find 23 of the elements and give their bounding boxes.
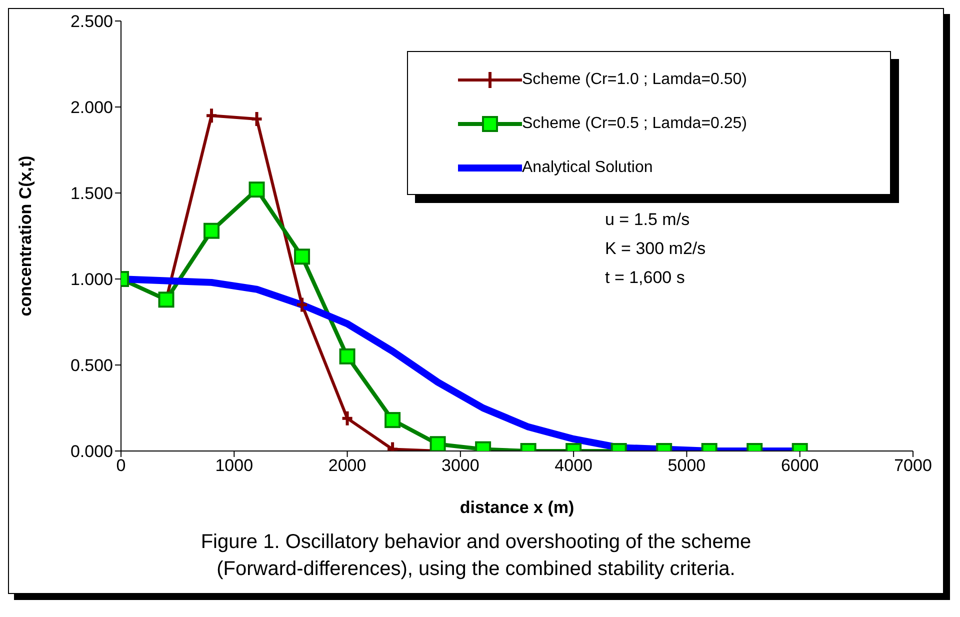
y-tick-label: 0.500: [70, 356, 113, 376]
y-tick-label: 0.000: [70, 442, 113, 462]
annotation: K = 300 m2/s: [605, 239, 706, 258]
annotation: u = 1.5 m/s: [605, 210, 690, 229]
x-axis-title: distance x (m): [460, 498, 574, 517]
y-tick-label: 2.000: [70, 98, 113, 118]
legend-label: Scheme (Cr=1.0 ; Lamda=0.50): [522, 71, 748, 89]
x-tick-label: 6000: [780, 456, 819, 476]
legend-label: Analytical Solution: [522, 159, 653, 177]
legend-label: Scheme (Cr=0.5 ; Lamda=0.25): [522, 115, 748, 133]
x-tick-label: 1000: [215, 456, 254, 476]
y-axis-title: concentration C(x,t): [16, 156, 36, 316]
x-tick-label: 5000: [668, 456, 706, 476]
x-tick-label: 0: [116, 456, 126, 476]
y-tick-label: 1.500: [70, 184, 113, 204]
caption: Figure 1. Oscillatory behavior and overshooting of the scheme (Forward-differences), using the combined stability criteria.: [200, 530, 752, 582]
x-tick-label: 3000: [442, 456, 480, 476]
annotation: t = 1,600 s: [605, 268, 685, 287]
x-tick-label: 2000: [328, 456, 366, 476]
y-tick-label: 2.500: [70, 12, 113, 32]
y-tick-label: 1.000: [70, 270, 113, 290]
x-tick-label: 7000: [894, 456, 932, 476]
x-tick-label: 4000: [554, 456, 592, 476]
